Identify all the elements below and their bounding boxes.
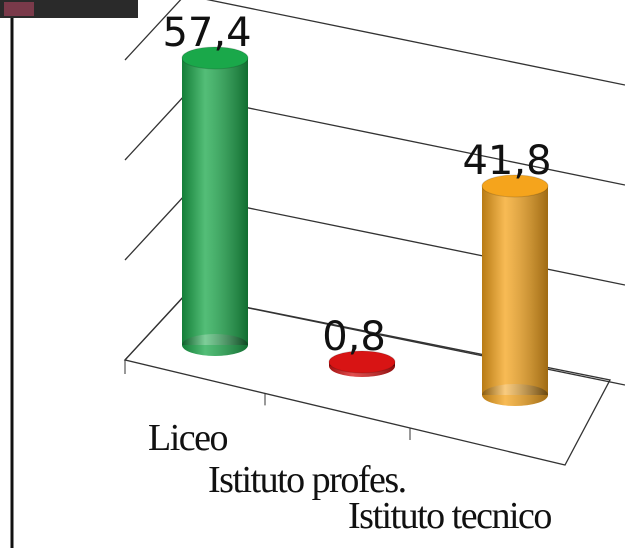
x-tick-label: Istituto tecnico [348, 495, 551, 537]
thumbnail [0, 0, 138, 18]
bar-cap [481, 174, 549, 198]
bar-shade [482, 186, 548, 395]
plot: 57,4 Liceo 0,8 Istituto profes. 41,8 Istituto… [123, 0, 625, 537]
bar-base-shade [482, 384, 548, 406]
bar-shade [182, 58, 248, 345]
bar-cap [181, 46, 249, 70]
x-tick-label: Istituto profes. [208, 459, 406, 501]
floor [123, 294, 611, 466]
grid-line [124, 0, 625, 86]
value-label: 57,4 [162, 10, 251, 56]
bar-cap [328, 350, 396, 374]
thumbnail-detail [4, 2, 34, 16]
value-label: 41,8 [462, 138, 551, 184]
x-tick-label: Liceo [148, 417, 228, 459]
bar-base-shade [182, 334, 248, 356]
value-label: 0,8 [322, 314, 386, 360]
